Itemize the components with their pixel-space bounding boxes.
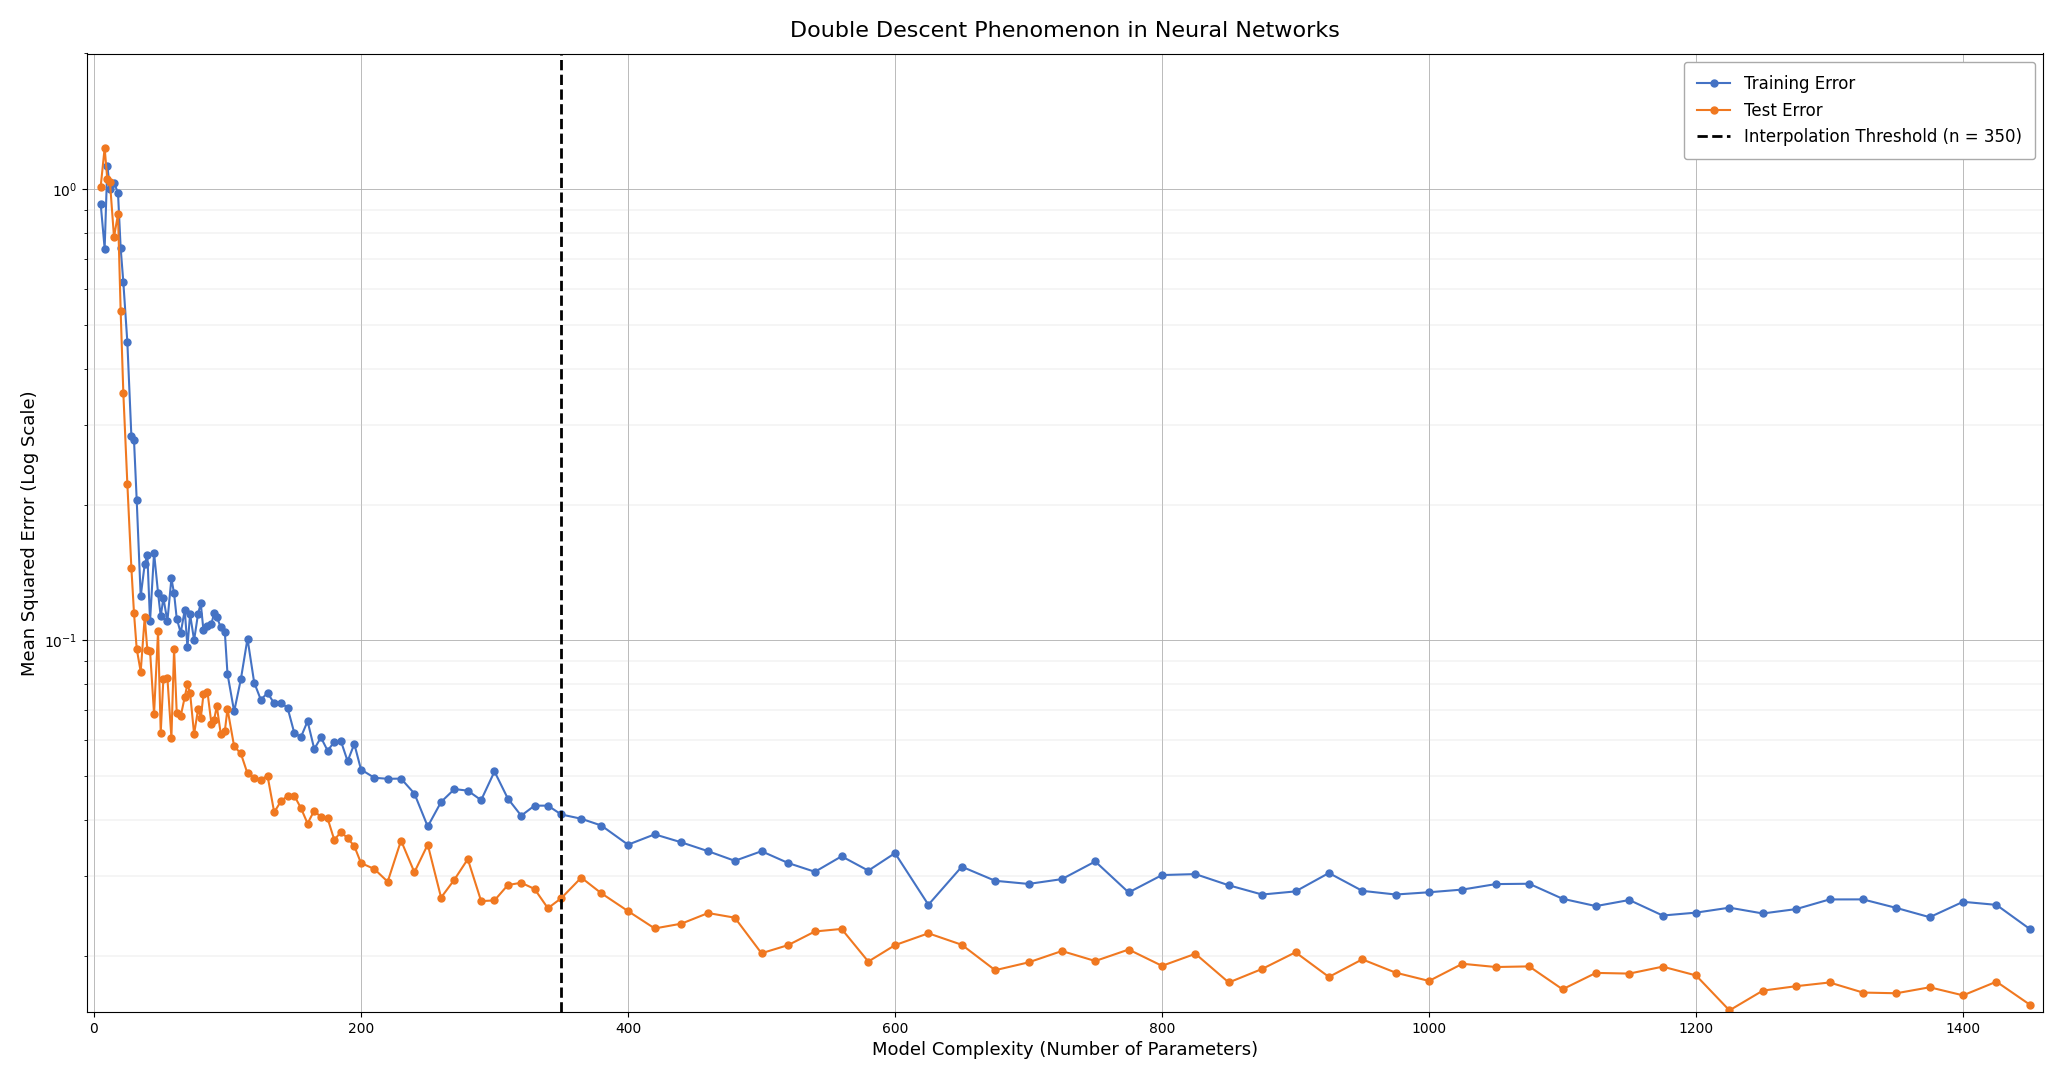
Training Error: [2017, 922, 2041, 935]
Training Error: [95, 159, 120, 172]
Line: Test Error: Test Error: [97, 145, 2033, 1014]
Test Error: [1717, 1004, 1742, 1017]
Training Error: [1783, 903, 1808, 916]
Test Error: [132, 611, 157, 624]
Test Error: [1816, 976, 1841, 989]
Title: Double Descent Phenomenon in Neural Networks: Double Descent Phenomenon in Neural Netw…: [791, 21, 1340, 41]
Legend: Training Error, Test Error, Interpolation Threshold (n = 350): Training Error, Test Error, Interpolatio…: [1684, 62, 2035, 159]
Line: Training Error: Training Error: [97, 162, 2033, 932]
Training Error: [89, 197, 114, 210]
Test Error: [186, 702, 211, 715]
Test Error: [89, 180, 114, 193]
Interpolation Threshold (n = 350): [549, 183, 574, 195]
Y-axis label: Mean Squared Error (Log Scale): Mean Squared Error (Log Scale): [21, 390, 39, 675]
Test Error: [93, 141, 118, 154]
Training Error: [776, 856, 801, 869]
Training Error: [132, 557, 157, 570]
Test Error: [615, 905, 640, 918]
Test Error: [2017, 998, 2041, 1011]
Training Error: [615, 838, 640, 851]
Training Error: [308, 731, 332, 744]
Test Error: [776, 939, 801, 951]
X-axis label: Model Complexity (Number of Parameters): Model Complexity (Number of Parameters): [873, 1041, 1259, 1059]
Training Error: [186, 607, 211, 620]
Test Error: [308, 811, 332, 824]
